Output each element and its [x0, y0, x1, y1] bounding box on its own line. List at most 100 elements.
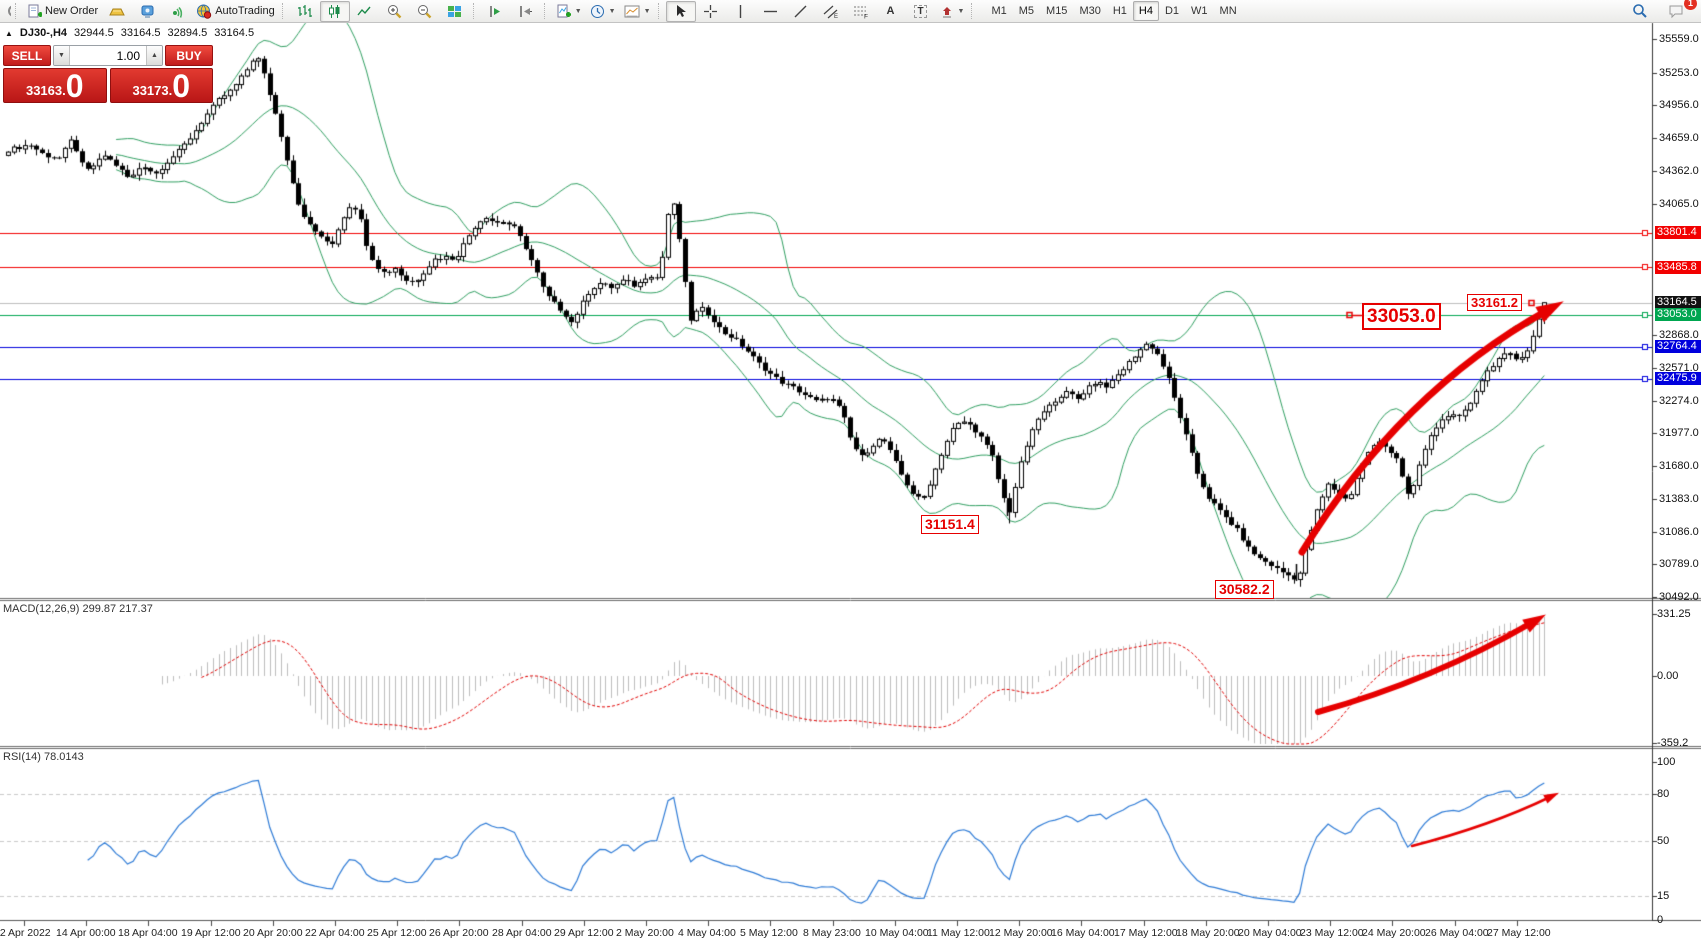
fibonacci-tool-button[interactable]: F — [846, 1, 876, 22]
time-axis-label: 29 Apr 12:00 — [554, 927, 614, 939]
price-tick: 30789.0 — [1659, 558, 1699, 571]
toolbar-separator — [657, 3, 663, 19]
timeframe-button-m30[interactable]: M30 — [1079, 5, 1101, 17]
price-annotation-33161[interactable]: 33161.2 — [1467, 294, 1522, 311]
timeframe-button-m1[interactable]: M1 — [991, 5, 1007, 17]
toolbar-separator — [543, 3, 549, 19]
time-axis-label: 18 May 20:00 — [1176, 927, 1240, 939]
bar-chart-icon — [297, 4, 313, 19]
indicators-button[interactable]: ▼ — [552, 1, 586, 22]
candlestick-icon — [327, 4, 342, 19]
new-order-label: New Order — [45, 5, 99, 17]
sell-price-big-digit: 0 — [65, 68, 84, 104]
price-tick: 31977.0 — [1659, 427, 1699, 440]
volume-stepper: ▼ 1.00 ▲ — [53, 45, 163, 66]
line-chart-mode-button[interactable] — [350, 1, 380, 22]
text-label-tool-button[interactable]: T — [906, 1, 936, 22]
autotrading-label: AutoTrading — [215, 5, 275, 17]
time-axis-label: 12 May 20:00 — [989, 927, 1053, 939]
price-annotation-33053[interactable]: 33053.0 — [1362, 303, 1441, 330]
volume-increase-button[interactable]: ▲ — [146, 46, 162, 65]
time-axis-label: 11 May 12:00 — [927, 927, 990, 939]
crosshair-tool-button[interactable] — [696, 1, 726, 22]
timeframe-button-h4[interactable]: H4 — [1132, 1, 1159, 21]
search-button[interactable] — [1625, 1, 1655, 22]
zoom-out-icon — [417, 4, 432, 19]
notifications-button[interactable]: 1 — [1661, 0, 1697, 22]
time-axis-label: 12 Apr 2022 — [0, 927, 51, 939]
templates-button[interactable]: ▼ — [620, 1, 655, 22]
time-axis-label: 4 May 04:00 — [678, 927, 736, 939]
buy-price-small: 33173. — [132, 83, 173, 98]
channel-tool-button[interactable]: E — [816, 1, 846, 22]
autotrading-button[interactable]: AutoTrading — [192, 1, 279, 22]
price-tick: 35253.0 — [1659, 66, 1699, 79]
autotrading-globe-icon — [196, 4, 212, 19]
deposit-button[interactable] — [102, 1, 132, 22]
template-icon — [624, 4, 640, 19]
cursor-tool-button[interactable] — [665, 0, 696, 22]
dropdown-caret-icon: ▼ — [608, 7, 616, 15]
notification-badge: 1 — [1684, 0, 1697, 10]
rsi-axis-tick: 0 — [1657, 914, 1664, 926]
zoom-out-button[interactable] — [410, 1, 440, 22]
chart-shift-icon — [518, 4, 533, 19]
equidistant-channel-icon: E — [823, 4, 839, 19]
sell-button[interactable]: SELL — [3, 45, 51, 66]
time-axis-label: 2 May 20:00 — [616, 927, 674, 939]
new-order-button[interactable]: New Order — [23, 1, 102, 22]
sell-price[interactable]: 33163. 0 — [3, 68, 107, 103]
signal-button[interactable] — [162, 1, 192, 22]
time-axis-label: 18 Apr 04:00 — [118, 927, 178, 939]
price-annotation-31151[interactable]: 31151.4 — [921, 515, 979, 534]
time-axis-label: 14 Apr 00:00 — [56, 927, 116, 939]
tile-windows-button[interactable] — [440, 1, 470, 22]
zoom-in-button[interactable] — [380, 1, 410, 22]
volume-decrease-button[interactable]: ▼ — [54, 46, 70, 65]
timeframe-button-h1[interactable]: H1 — [1112, 5, 1127, 17]
terminal-button[interactable] — [132, 1, 162, 22]
buy-price[interactable]: 33173. 0 — [109, 68, 213, 103]
time-axis-label: 25 Apr 12:00 — [367, 927, 427, 939]
timeframe-button-m5[interactable]: M5 — [1018, 5, 1035, 17]
ohlc-close: 33164.5 — [214, 27, 255, 39]
timeframe-button-mn[interactable]: MN — [1219, 5, 1237, 17]
time-axis-label: 10 May 04:00 — [865, 927, 929, 939]
dropdown-caret-icon: ▼ — [643, 7, 651, 15]
horizontal-line-tool-button[interactable] — [756, 1, 786, 22]
periods-button[interactable]: ▼ — [586, 1, 620, 22]
rsi-axis-tick: 100 — [1657, 756, 1676, 768]
candlestick-mode-button[interactable] — [319, 0, 350, 22]
ohlc-low: 32894.5 — [167, 27, 208, 39]
symbol-ohlc-bar: ▲ DJ30-,H4 32944.5 33164.5 32894.5 33164… — [5, 27, 254, 39]
auto-scroll-button[interactable] — [481, 1, 511, 22]
vertical-line-tool-button[interactable] — [726, 1, 756, 22]
rsi-axis-tick: 80 — [1657, 787, 1670, 800]
trendline-tool-button[interactable] — [786, 1, 816, 22]
timeframe-button-m15[interactable]: M15 — [1046, 5, 1068, 17]
bar-chart-mode-button[interactable] — [290, 1, 320, 22]
price-annotation-30582[interactable]: 30582.2 — [1215, 580, 1274, 599]
timeframe-button-d1[interactable]: D1 — [1164, 5, 1180, 17]
vertical-line-icon — [736, 4, 745, 19]
text-label-icon: T — [914, 4, 927, 18]
chart-shift-button[interactable] — [511, 1, 541, 22]
symbol-arrow-icon: ▲ — [5, 28, 13, 38]
arrows-tool-button[interactable]: ▼ — [936, 1, 969, 22]
volume-value[interactable]: 1.00 — [116, 48, 140, 63]
time-axis-label: 26 Apr 20:00 — [429, 927, 489, 939]
time-axis-label: 19 Apr 12:00 — [181, 927, 241, 939]
new-order-icon — [27, 4, 42, 19]
toolbar-separator — [15, 3, 20, 19]
price-tick: 32274.0 — [1659, 394, 1699, 407]
buy-button[interactable]: BUY — [165, 45, 213, 66]
crosshair-icon — [703, 4, 718, 19]
price-tick: 34659.0 — [1659, 132, 1699, 145]
zoom-in-icon — [387, 4, 402, 19]
timeframe-button-w1[interactable]: W1 — [1191, 5, 1208, 17]
text-tool-button[interactable]: A — [876, 1, 906, 22]
svg-text:E: E — [834, 14, 838, 19]
price-tick: 34362.0 — [1659, 164, 1699, 177]
timeframe-group: M1 M5 M15 M30 H1 H4 D1 W1 MN — [985, 1, 1242, 21]
